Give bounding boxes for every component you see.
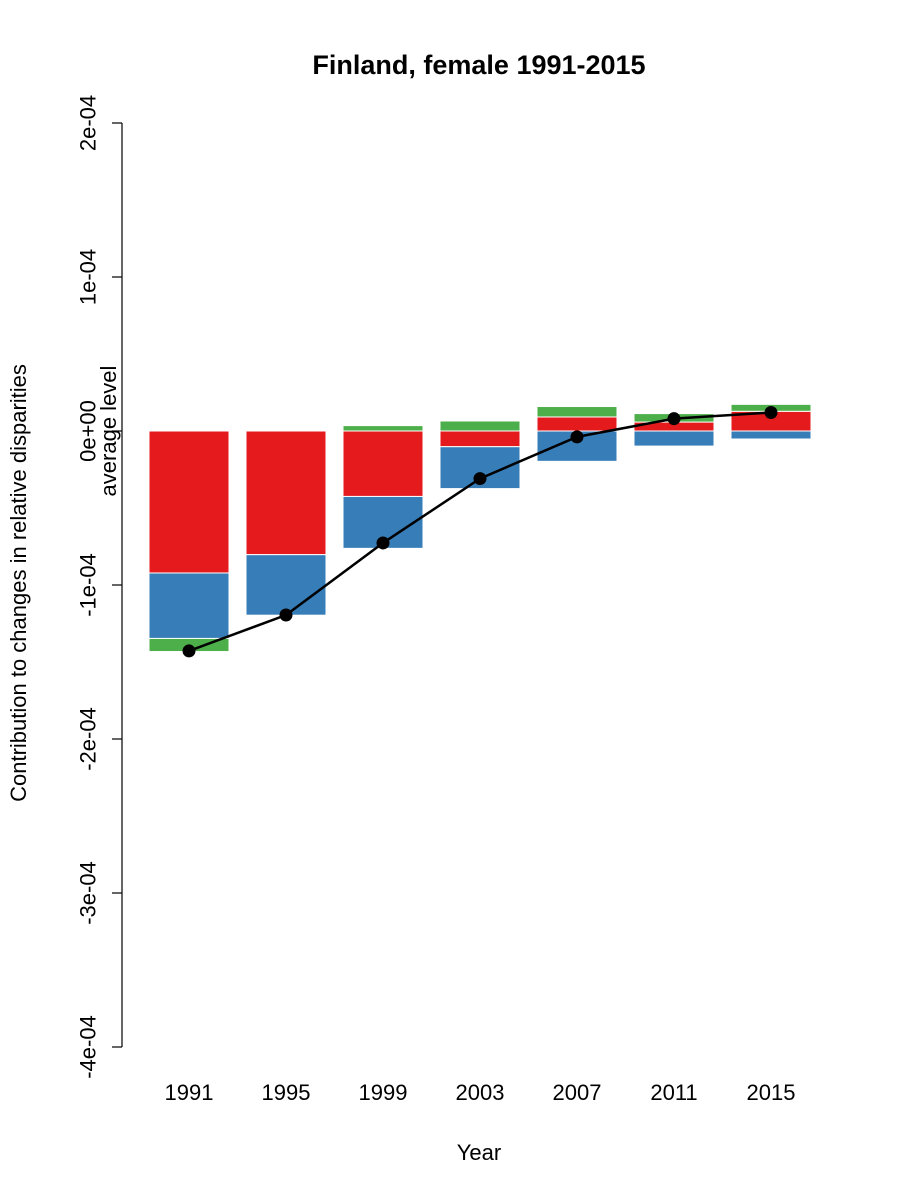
chart-title: Finland, female 1991-2015	[312, 50, 645, 80]
x-tick-label: 2011	[650, 1080, 697, 1105]
x-axis: 1991 1995 1999 2003 2007 2011 2015	[165, 1080, 796, 1105]
total-point-1999	[376, 536, 390, 550]
total-point-2003	[473, 472, 487, 486]
bar-2007-segment-0	[536, 416, 618, 432]
total-point-1995	[279, 608, 293, 622]
y-tick-label: 1e-04	[76, 249, 101, 305]
total-point-1991	[182, 644, 196, 658]
y-tick-label: 2e-04	[76, 95, 101, 151]
bar-2011-segment-1	[633, 430, 715, 447]
bar-2015-segment-1	[730, 430, 812, 440]
bar-1995-segment-0	[245, 430, 327, 556]
y-tick-label: 0e+00	[76, 400, 101, 462]
x-tick-label: 1991	[165, 1080, 214, 1105]
total-line	[182, 406, 778, 658]
total-point-2007	[570, 430, 584, 444]
y-axis: 2e-04 1e-04 0e+00 -1e-04 -2e-04 -3e-04 -4e-04	[76, 95, 123, 1079]
y-tick-label: -2e-04	[76, 707, 101, 771]
average-level-annotation: average level	[96, 366, 121, 497]
x-tick-label: 2003	[456, 1080, 505, 1105]
x-tick-label: 1995	[262, 1080, 311, 1105]
total-point-2015	[764, 406, 778, 420]
y-tick-label: -4e-04	[76, 1015, 101, 1079]
x-tick-label: 2015	[747, 1080, 796, 1105]
bars	[148, 403, 812, 653]
x-tick-label: 1999	[359, 1080, 408, 1105]
bar-2003-segment-0	[439, 430, 521, 448]
bar-1991-segment-1	[148, 572, 230, 639]
bar-2007-segment-2	[536, 406, 618, 418]
bar-1995-segment-1	[245, 554, 327, 616]
total-point-2011	[667, 412, 681, 426]
bar-1991-segment-0	[148, 430, 230, 574]
y-tick-label: -1e-04	[76, 553, 101, 617]
bar-1999-segment-2	[342, 425, 424, 432]
bar-2003-segment-2	[439, 420, 521, 432]
y-tick-label: -3e-04	[76, 861, 101, 925]
bar-1999-segment-0	[342, 430, 424, 497]
x-axis-label: Year	[457, 1140, 501, 1165]
y-axis-label: Contribution to changes in relative disp…	[6, 364, 31, 802]
x-tick-label: 2007	[553, 1080, 602, 1105]
